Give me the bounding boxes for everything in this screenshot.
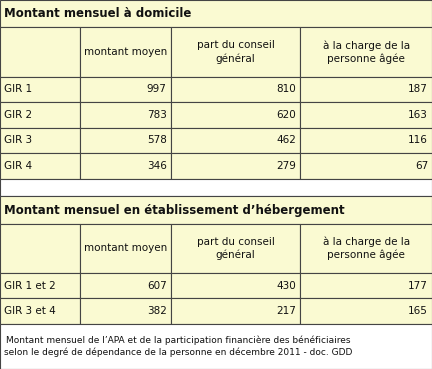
Text: GIR 1 et 2: GIR 1 et 2 <box>4 280 56 290</box>
Bar <box>171 27 300 76</box>
Text: GIR 3: GIR 3 <box>4 135 32 145</box>
Text: 578: 578 <box>147 135 167 145</box>
Text: à la charge de la
personne âgée: à la charge de la personne âgée <box>323 237 410 260</box>
Bar <box>300 299 432 324</box>
Bar <box>171 153 300 179</box>
Text: Montant mensuel à domicile: Montant mensuel à domicile <box>4 7 191 20</box>
Bar <box>300 128 432 153</box>
Text: GIR 3 et 4: GIR 3 et 4 <box>4 306 56 316</box>
Bar <box>300 224 432 273</box>
Text: 462: 462 <box>276 135 296 145</box>
Text: 165: 165 <box>408 306 428 316</box>
Bar <box>80 299 171 324</box>
Bar <box>0 324 432 369</box>
Text: part du conseil
général: part du conseil général <box>197 237 274 260</box>
Bar <box>80 153 171 179</box>
Text: 783: 783 <box>147 110 167 120</box>
Bar <box>0 179 432 196</box>
Bar <box>171 273 300 299</box>
Bar <box>0 273 80 299</box>
Bar <box>0 196 432 224</box>
Bar <box>80 224 171 273</box>
Text: GIR 2: GIR 2 <box>4 110 32 120</box>
Bar <box>171 299 300 324</box>
Text: montant moyen: montant moyen <box>84 243 167 253</box>
Bar <box>300 273 432 299</box>
Text: 217: 217 <box>276 306 296 316</box>
Text: GIR 4: GIR 4 <box>4 161 32 171</box>
Bar <box>171 102 300 128</box>
Bar <box>80 27 171 76</box>
Text: 163: 163 <box>408 110 428 120</box>
Text: 177: 177 <box>408 280 428 290</box>
Text: 430: 430 <box>276 280 296 290</box>
Bar <box>0 0 432 27</box>
Bar <box>0 76 80 102</box>
Bar <box>80 128 171 153</box>
Text: 810: 810 <box>276 84 296 94</box>
Text: Montant mensuel en établissement d’hébergement: Montant mensuel en établissement d’héber… <box>4 204 345 217</box>
Text: 187: 187 <box>408 84 428 94</box>
Bar <box>80 102 171 128</box>
Text: 607: 607 <box>147 280 167 290</box>
Bar <box>80 273 171 299</box>
Bar <box>0 224 80 273</box>
Bar <box>300 153 432 179</box>
Text: 279: 279 <box>276 161 296 171</box>
Text: 997: 997 <box>147 84 167 94</box>
Text: 67: 67 <box>415 161 428 171</box>
Bar <box>80 76 171 102</box>
Bar <box>0 128 80 153</box>
Text: 346: 346 <box>147 161 167 171</box>
Text: 620: 620 <box>276 110 296 120</box>
Bar <box>0 102 80 128</box>
Bar <box>300 76 432 102</box>
Text: montant moyen: montant moyen <box>84 47 167 57</box>
Bar <box>171 76 300 102</box>
Bar <box>300 27 432 76</box>
Bar <box>171 224 300 273</box>
Text: à la charge de la
personne âgée: à la charge de la personne âgée <box>323 40 410 64</box>
Text: 116: 116 <box>408 135 428 145</box>
Bar <box>171 128 300 153</box>
Bar <box>0 153 80 179</box>
Bar <box>0 27 80 76</box>
Text: part du conseil
général: part du conseil général <box>197 41 274 63</box>
Text: 382: 382 <box>147 306 167 316</box>
Text: GIR 1: GIR 1 <box>4 84 32 94</box>
Text: Montant mensuel de l’APA et de la participation financière des bénéficiaires
sel: Montant mensuel de l’APA et de la partic… <box>4 336 353 357</box>
Bar <box>300 102 432 128</box>
Bar <box>0 299 80 324</box>
